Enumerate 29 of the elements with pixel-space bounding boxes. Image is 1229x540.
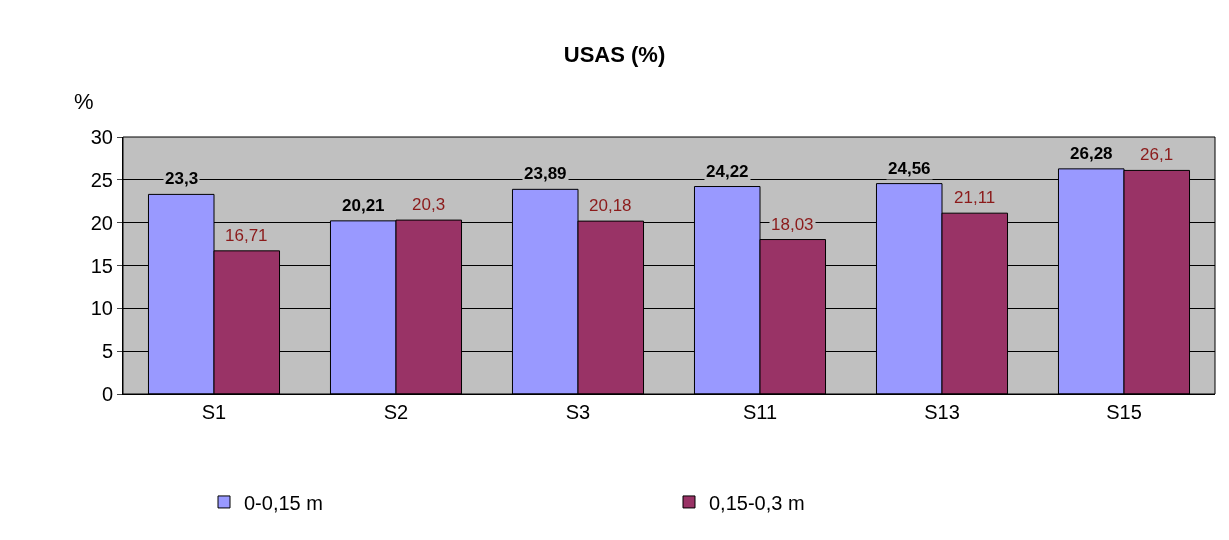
- y-tick-label: 30: [90, 126, 113, 148]
- data-label: 20,3: [412, 195, 446, 214]
- y-tick-label: 5: [101, 340, 113, 363]
- y-tick-label: 15: [90, 254, 113, 277]
- x-tick-label: S13: [924, 401, 960, 423]
- chart-title: USAS (%): [563, 41, 666, 67]
- y-tick-label: 10: [90, 297, 113, 320]
- data-label: 23,3: [165, 169, 199, 188]
- x-tick-label: S2: [383, 401, 409, 423]
- data-label: 26,1: [1140, 145, 1174, 164]
- legend-label: 0-0,15 m: [244, 491, 323, 514]
- data-label: 16,71: [225, 226, 268, 245]
- data-label: 20,18: [589, 196, 632, 215]
- y-tick-label: 20: [90, 211, 113, 234]
- data-label: 21,11: [954, 188, 996, 207]
- data-label: 24,56: [888, 159, 931, 178]
- legend-label: 0,15-0,3 m: [709, 491, 805, 514]
- data-label: 24,22: [706, 162, 749, 181]
- data-label: 26,28: [1070, 144, 1113, 163]
- x-tick-label: S1: [201, 401, 227, 423]
- y-tick-label: 25: [90, 168, 113, 191]
- y-tick-label: 0: [101, 383, 113, 405]
- x-tick-label: S11: [742, 401, 778, 423]
- data-label: 20,21: [342, 196, 385, 215]
- x-tick-label: S15: [1106, 401, 1142, 423]
- data-label: 18,03: [771, 215, 814, 234]
- data-label: 23,89: [524, 164, 567, 183]
- x-tick-label: S3: [565, 401, 591, 423]
- y-axis-title: %: [74, 89, 94, 114]
